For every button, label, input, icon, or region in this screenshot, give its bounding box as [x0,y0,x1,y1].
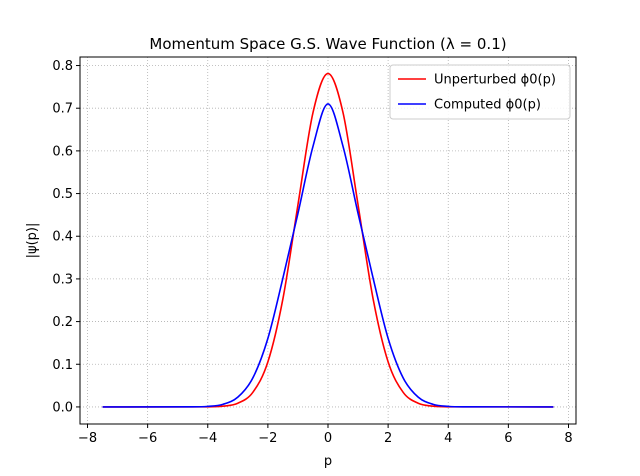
y-tick-label: 0.3 [52,272,73,287]
x-tick-label: −4 [198,431,217,446]
legend-label-1: Computed ϕ0(p) [434,98,541,113]
series-layer [102,72,554,408]
x-tick-label: −8 [78,431,97,446]
y-tick-label: 0.0 [52,400,73,415]
y-tick-label: 0.6 [52,144,73,159]
x-tick-label: 8 [564,431,572,446]
series-line-1 [102,103,554,408]
chart-title: Momentum Space G.S. Wave Function (λ = 0… [149,35,506,53]
ticks: −8 −6 −4 −2 0 2 4 6 8 0.0 0.1 0.2 0.3 0.4 0.5 0.6 0.7 0.8 [52,59,572,446]
y-axis-label: |ψ(p)| [25,223,40,259]
x-tick-label: −6 [138,431,157,446]
y-tick-label: 0.2 [52,315,73,330]
y-tick-label: 0.8 [52,59,73,74]
x-tick-label: 2 [384,431,392,446]
y-tick-label: 0.7 [52,102,73,117]
legend-label-0: Unperturbed ϕ0(p) [434,73,556,88]
series-line-0 [102,72,554,408]
legend-box [389,64,571,120]
y-tick-label: 0.5 [52,187,73,202]
y-tick-label: 0.1 [52,358,73,373]
x-tick-label: 0 [324,431,332,446]
grid [80,57,576,424]
y-tick-label: 0.4 [52,230,73,245]
x-tick-label: 6 [504,431,512,446]
legend: Unperturbed ϕ0(p) Computed ϕ0(p) [389,64,571,120]
x-axis-label: p [324,454,332,469]
x-tick-label: 4 [444,431,452,446]
x-tick-label: −2 [258,431,277,446]
